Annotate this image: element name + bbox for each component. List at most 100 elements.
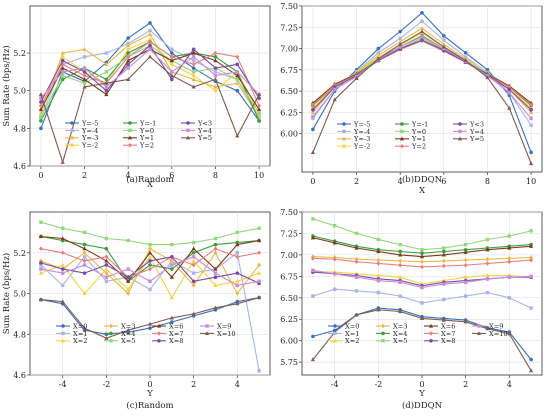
- data-point: [213, 50, 218, 56]
- data-point: [60, 50, 65, 55]
- legend-marker: [342, 122, 346, 126]
- data-point: [191, 47, 196, 52]
- data-point: [148, 242, 152, 247]
- data-point: [310, 235, 316, 240]
- legend-marker: [342, 143, 346, 149]
- data-point: [61, 73, 65, 78]
- data-point: [463, 247, 468, 252]
- data-point: [485, 261, 490, 266]
- data-point: [191, 283, 196, 288]
- data-point: [213, 242, 218, 247]
- data-point: [148, 263, 152, 267]
- data-point: [529, 123, 533, 127]
- data-point: [147, 54, 153, 59]
- legend-marker: [70, 121, 74, 125]
- data-point: [169, 62, 174, 67]
- data-point: [257, 279, 261, 283]
- y-tick-label: 6.75: [280, 272, 298, 281]
- data-point: [126, 66, 130, 70]
- legend-label: Y=2: [139, 142, 154, 150]
- x-tick-label: 4: [507, 380, 512, 389]
- data-point: [61, 283, 65, 288]
- y-tick-label: 6.50: [280, 87, 298, 96]
- data-point: [398, 242, 402, 247]
- legend-label: X=10: [217, 330, 236, 338]
- data-point: [354, 259, 359, 265]
- data-point: [104, 336, 109, 340]
- data-point: [485, 290, 490, 295]
- data-point: [126, 287, 131, 292]
- legend-label: X=0: [345, 322, 359, 330]
- data-point: [60, 77, 65, 82]
- y-tick-label: 4.8: [13, 124, 26, 133]
- data-point: [38, 297, 44, 302]
- data-point: [170, 242, 174, 247]
- data-point: [38, 103, 43, 109]
- data-point: [191, 73, 196, 78]
- data-point: [148, 47, 152, 51]
- legend-marker: [428, 323, 434, 328]
- data-point: [148, 21, 152, 25]
- data-point: [60, 262, 65, 267]
- data-point: [256, 92, 262, 97]
- data-point: [213, 305, 218, 310]
- data-point: [191, 258, 196, 263]
- data-point: [104, 88, 109, 93]
- data-point: [376, 307, 381, 312]
- legend-label: Y=4: [197, 127, 212, 135]
- data-point: [463, 51, 468, 55]
- legend-marker: [186, 128, 190, 133]
- data-point: [191, 240, 196, 245]
- legend-label: Y=0: [411, 128, 426, 136]
- data-point: [191, 84, 196, 89]
- data-point: [419, 316, 425, 320]
- data-point: [441, 258, 446, 264]
- data-point: [169, 295, 174, 300]
- panel-caption: (a)Random: [126, 174, 173, 185]
- x-axis-label: Y: [418, 389, 425, 399]
- data-point: [420, 259, 424, 265]
- data-point: [82, 81, 87, 85]
- data-point: [463, 319, 468, 324]
- legend-marker: [381, 331, 385, 336]
- data-point: [213, 246, 218, 251]
- data-point: [310, 110, 316, 115]
- data-point: [311, 217, 315, 221]
- y-tick-label: 7.25: [280, 23, 298, 32]
- x-tick-label: 2: [82, 171, 87, 180]
- legend-marker: [109, 339, 113, 343]
- data-point: [419, 25, 425, 30]
- data-point: [256, 270, 262, 275]
- data-point: [310, 256, 315, 261]
- data-point: [333, 87, 337, 92]
- data-point: [257, 369, 261, 373]
- y-tick-label: 7.00: [280, 45, 298, 54]
- data-point: [420, 285, 424, 290]
- legend-label: Y=-4: [353, 128, 370, 136]
- data-point: [39, 115, 43, 119]
- data-point: [463, 58, 468, 63]
- data-point: [310, 150, 316, 155]
- x-tick-label: 8: [213, 171, 218, 180]
- data-point: [213, 73, 218, 78]
- data-point: [354, 275, 359, 279]
- data-point: [529, 255, 534, 260]
- data-point: [126, 43, 131, 48]
- data-point: [39, 220, 43, 224]
- data-point: [376, 46, 381, 51]
- data-point: [60, 54, 65, 60]
- data-point: [442, 246, 446, 250]
- legend-label: X=9: [489, 322, 503, 330]
- y-axis-label: Sum Rate (bps/Hz): [1, 45, 12, 127]
- data-point: [191, 250, 196, 255]
- data-point: [148, 279, 152, 283]
- x-tick-label: 0: [147, 380, 152, 389]
- data-point: [104, 62, 109, 66]
- legend-label: X=1: [73, 330, 87, 338]
- y-tick-label: 7.50: [280, 208, 298, 217]
- data-point: [333, 224, 337, 228]
- legend-marker: [477, 324, 481, 328]
- data-point: [311, 108, 315, 112]
- data-point: [82, 325, 87, 330]
- y-tick-label: 6.25: [280, 108, 298, 117]
